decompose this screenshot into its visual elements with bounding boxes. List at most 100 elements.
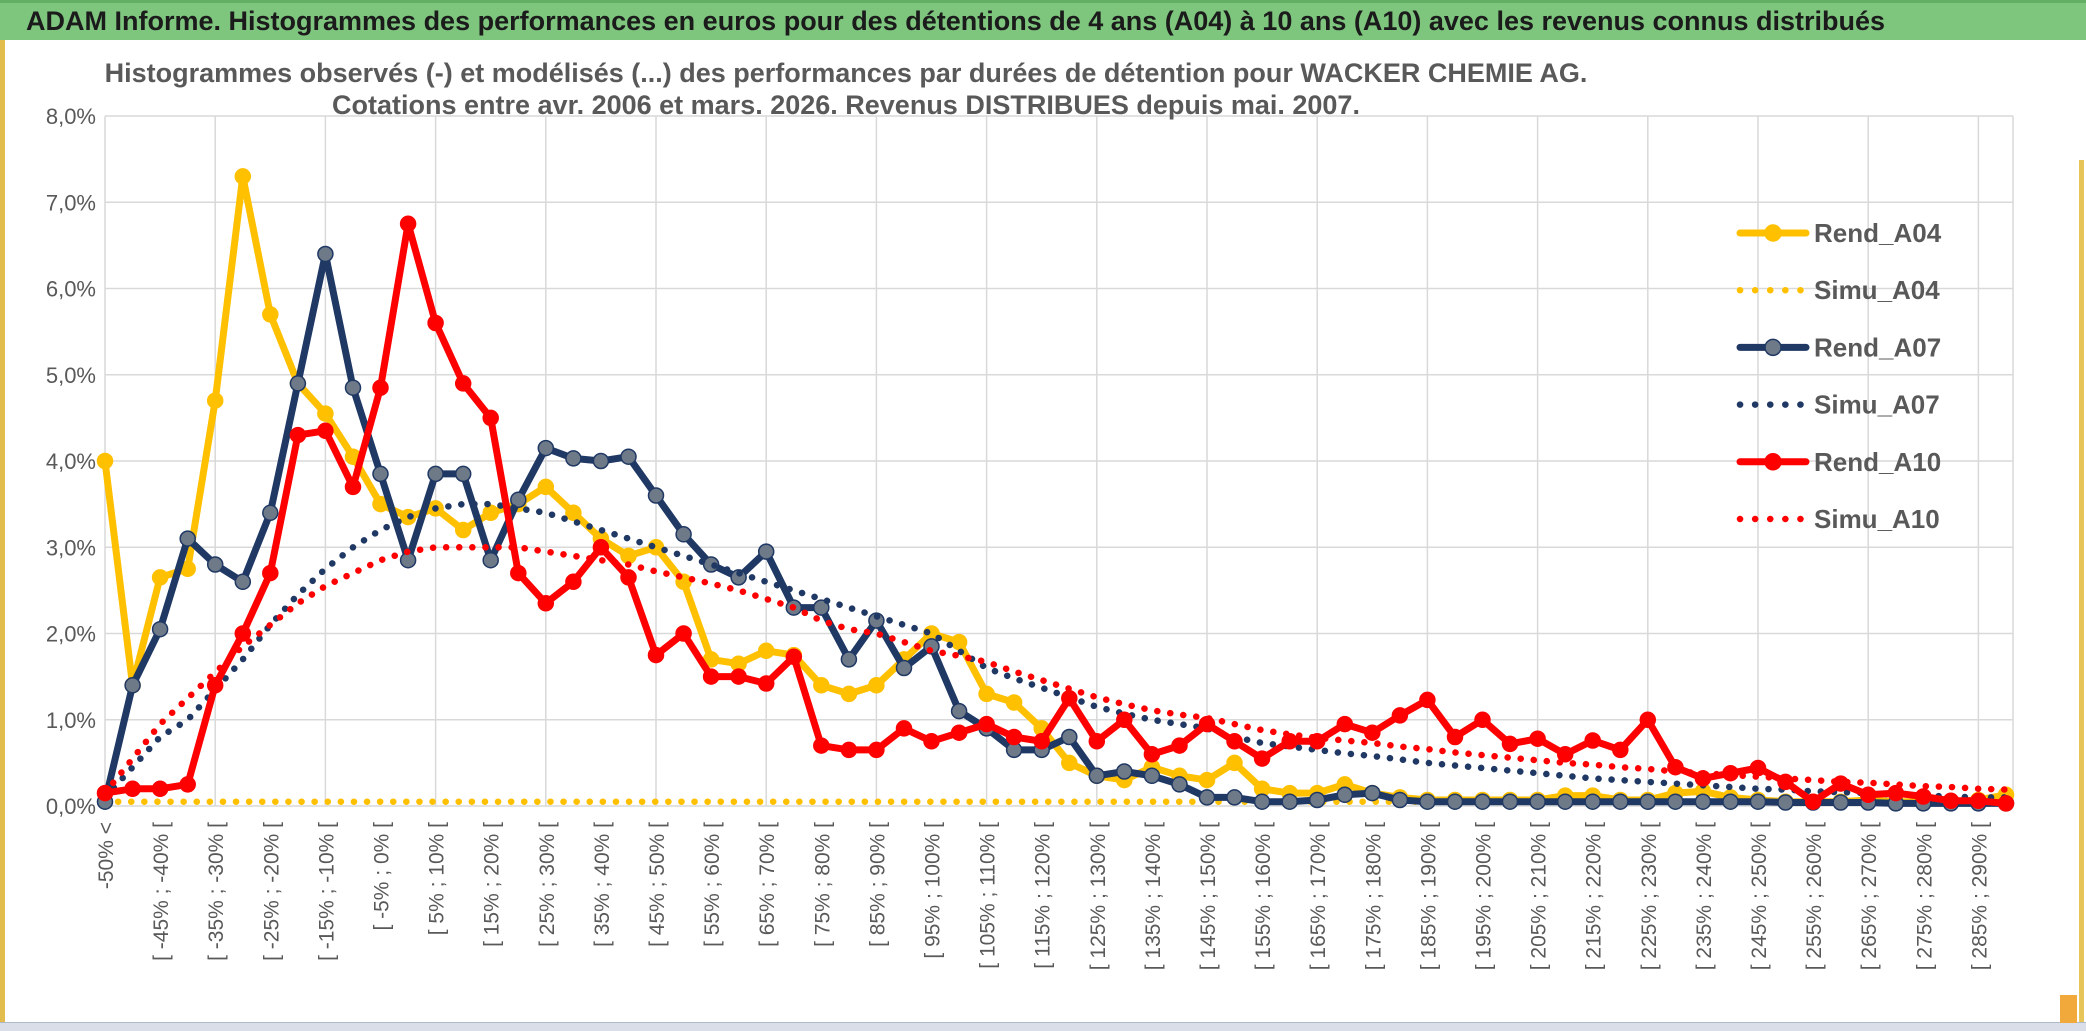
data-point-Rend_A07 bbox=[317, 245, 334, 263]
data-point-Rend_A04 bbox=[537, 478, 555, 496]
data-point-Rend_A10 bbox=[1171, 737, 1188, 754]
chart-resize-handle[interactable] bbox=[2060, 995, 2077, 1023]
legend-item-Simu_A04[interactable]: Simu_A04 bbox=[1736, 275, 1940, 305]
data-point-Rend_A04 bbox=[978, 685, 995, 703]
data-point-Rend_A07 bbox=[1694, 793, 1712, 810]
data-point-Rend_A07 bbox=[1419, 793, 1436, 810]
y-tick-label: 3,0% bbox=[46, 535, 96, 560]
data-point-Rend_A10 bbox=[234, 625, 252, 642]
x-tick-label: [ 5% ; 10% [ bbox=[426, 822, 449, 935]
data-point-Rend_A07 bbox=[895, 659, 913, 677]
chart-selection-right-edge bbox=[2079, 160, 2084, 1022]
data-point-Rend_A10 bbox=[1281, 733, 1298, 750]
chart-selection-left-edge bbox=[0, 40, 5, 1022]
data-point-Rend_A04 bbox=[1226, 754, 1243, 772]
data-point-Rend_A07 bbox=[1171, 776, 1188, 793]
x-tick-label: [ 165% ; 170% [ bbox=[1307, 822, 1330, 970]
data-point-Rend_A10 bbox=[399, 215, 417, 233]
data-point-Rend_A10 bbox=[840, 741, 858, 759]
data-point-Rend_A07 bbox=[950, 702, 968, 720]
data-point-Rend_A10 bbox=[592, 539, 610, 556]
x-tick-label: [ -15% ; -10% [ bbox=[315, 822, 338, 961]
data-point-Rend_A07 bbox=[1143, 767, 1161, 785]
data-point-Rend_A10 bbox=[1942, 792, 1960, 810]
data-point-Rend_A07 bbox=[234, 573, 252, 591]
data-point-Rend_A04 bbox=[1198, 771, 1216, 789]
data-point-Rend_A10 bbox=[262, 564, 279, 582]
data-point-Rend_A07 bbox=[647, 487, 665, 504]
data-point-Rend_A10 bbox=[1364, 724, 1381, 741]
legend-label-Rend_A04: Rend_A04 bbox=[1814, 218, 1942, 248]
data-point-Rend_A10 bbox=[675, 625, 692, 642]
data-point-Rend_A07 bbox=[179, 530, 196, 547]
data-point-Rend_A04 bbox=[96, 452, 114, 470]
data-point-Rend_A10 bbox=[537, 595, 555, 612]
x-tick-label: [ 105% ; 110% [ bbox=[977, 822, 1000, 969]
data-point-Rend_A10 bbox=[1639, 711, 1657, 729]
data-point-Rend_A10 bbox=[1859, 786, 1877, 804]
legend-item-Simu_A10[interactable]: Simu_A10 bbox=[1736, 504, 1940, 534]
x-tick-label: [ 55% ; 60% [ bbox=[701, 822, 724, 947]
x-tick-label: [ 285% ; 290% [ bbox=[1968, 822, 1991, 970]
data-point-Rend_A10 bbox=[1033, 733, 1050, 750]
data-point-Rend_A10 bbox=[482, 409, 499, 427]
chart-container[interactable]: Histogrammes observés (-) et modélisés (… bbox=[5, 48, 2079, 1022]
data-point-Rend_A10 bbox=[895, 720, 913, 737]
data-point-Rend_A07 bbox=[537, 439, 555, 457]
legend-item-Rend_A10[interactable]: Rend_A10 bbox=[1736, 447, 1941, 477]
legend-label-Simu_A10: Simu_A10 bbox=[1814, 504, 1940, 534]
x-tick-label: [ 195% ; 200% [ bbox=[1473, 822, 1496, 970]
data-point-Rend_A07 bbox=[840, 651, 858, 668]
data-point-Rend_A07 bbox=[206, 556, 224, 573]
data-point-Rend_A10 bbox=[124, 780, 141, 798]
data-point-Rend_A07 bbox=[1364, 784, 1381, 802]
data-point-Rend_A10 bbox=[1556, 746, 1574, 763]
y-tick-label: 7,0% bbox=[46, 190, 96, 215]
data-point-Rend_A10 bbox=[1116, 711, 1133, 729]
data-point-Rend_A10 bbox=[1088, 733, 1106, 750]
data-point-Rend_A07 bbox=[1612, 793, 1629, 810]
data-point-Rend_A10 bbox=[427, 314, 444, 332]
data-point-Rend_A10 bbox=[785, 648, 803, 666]
data-point-Rend_A07 bbox=[1667, 793, 1684, 810]
legend-label-Simu_A07: Simu_A07 bbox=[1814, 390, 1940, 420]
data-point-Rend_A07 bbox=[1446, 793, 1464, 810]
x-tick-label: [ -25% ; -20% [ bbox=[260, 822, 283, 961]
legend-item-Simu_A07[interactable]: Simu_A07 bbox=[1736, 390, 1940, 420]
data-point-Rend_A07 bbox=[482, 551, 499, 569]
x-tick-label: [ 155% ; 160% [ bbox=[1252, 822, 1275, 970]
data-point-Rend_A10 bbox=[730, 668, 747, 685]
x-tick-label: [ -35% ; -30% [ bbox=[205, 822, 228, 961]
data-point-Rend_A10 bbox=[1804, 793, 1822, 810]
data-point-Rend_A07 bbox=[1061, 728, 1078, 746]
title-bar: ADAM Informe. Histogrammes des performan… bbox=[0, 0, 2086, 40]
series-Rend_A10 bbox=[96, 215, 2015, 812]
legend-item-Rend_A07[interactable]: Rend_A07 bbox=[1736, 332, 1941, 362]
data-point-Rend_A10 bbox=[1970, 792, 1987, 810]
data-point-Rend_A10 bbox=[1253, 750, 1271, 767]
data-point-Rend_A10 bbox=[620, 569, 637, 586]
data-point-Rend_A07 bbox=[124, 677, 141, 694]
data-point-Rend_A07 bbox=[1253, 793, 1271, 810]
data-point-Rend_A07 bbox=[757, 543, 775, 560]
data-point-Rend_A10 bbox=[151, 780, 169, 798]
data-point-Rend_A04 bbox=[840, 685, 858, 703]
legend-marker-Rend_A07 bbox=[1764, 338, 1782, 357]
y-tick-label: 8,0% bbox=[46, 104, 96, 129]
x-tick-label: [ 185% ; 190% [ bbox=[1417, 822, 1440, 970]
data-point-Rend_A10 bbox=[344, 478, 362, 496]
x-tick-label: [ 245% ; 250% [ bbox=[1748, 822, 1771, 970]
x-tick-label: [ 205% ; 210% [ bbox=[1528, 822, 1551, 970]
data-point-Rend_A07 bbox=[344, 379, 362, 396]
data-point-Rend_A10 bbox=[1915, 788, 1932, 805]
data-point-Rend_A10 bbox=[647, 646, 665, 664]
data-point-Rend_A07 bbox=[1749, 793, 1767, 810]
legend-item-Rend_A04[interactable]: Rend_A04 bbox=[1736, 218, 1942, 248]
data-point-Rend_A10 bbox=[1474, 711, 1491, 729]
y-tick-label: 4,0% bbox=[46, 449, 96, 474]
data-point-Rend_A04 bbox=[482, 504, 499, 522]
data-point-Rend_A10 bbox=[510, 564, 527, 582]
data-point-Rend_A10 bbox=[179, 776, 196, 793]
data-point-Rend_A04 bbox=[317, 405, 334, 422]
series-Simu_A07 bbox=[101, 500, 2010, 801]
